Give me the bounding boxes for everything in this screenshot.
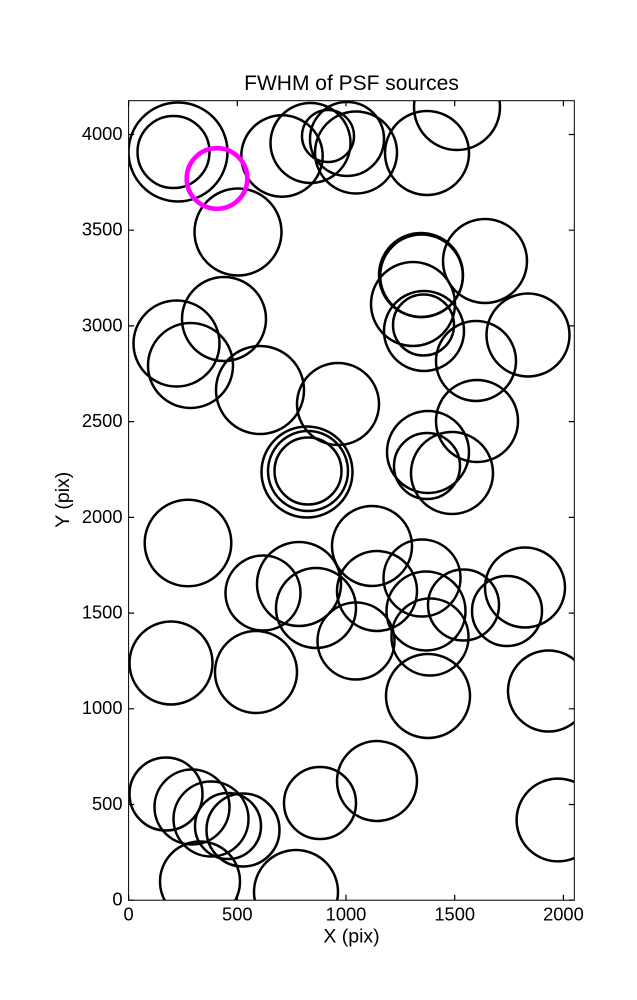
svg-text:1000: 1000 (326, 903, 367, 924)
svg-text:0: 0 (112, 889, 122, 910)
svg-text:2000: 2000 (82, 506, 123, 527)
svg-text:2000: 2000 (543, 903, 584, 924)
svg-text:500: 500 (222, 903, 253, 924)
svg-text:500: 500 (92, 793, 123, 814)
svg-text:1000: 1000 (82, 697, 123, 718)
svg-text:X (pix): X (pix) (323, 926, 379, 948)
svg-text:0: 0 (124, 903, 134, 924)
svg-text:2500: 2500 (82, 410, 123, 431)
svg-text:3500: 3500 (82, 219, 123, 240)
svg-text:1500: 1500 (434, 903, 475, 924)
svg-text:4000: 4000 (82, 123, 123, 144)
svg-text:3000: 3000 (82, 314, 123, 335)
svg-text:Y (pix): Y (pix) (52, 472, 74, 528)
svg-text:FWHM of PSF sources: FWHM of PSF sources (244, 72, 459, 95)
svg-text:1500: 1500 (82, 602, 123, 623)
